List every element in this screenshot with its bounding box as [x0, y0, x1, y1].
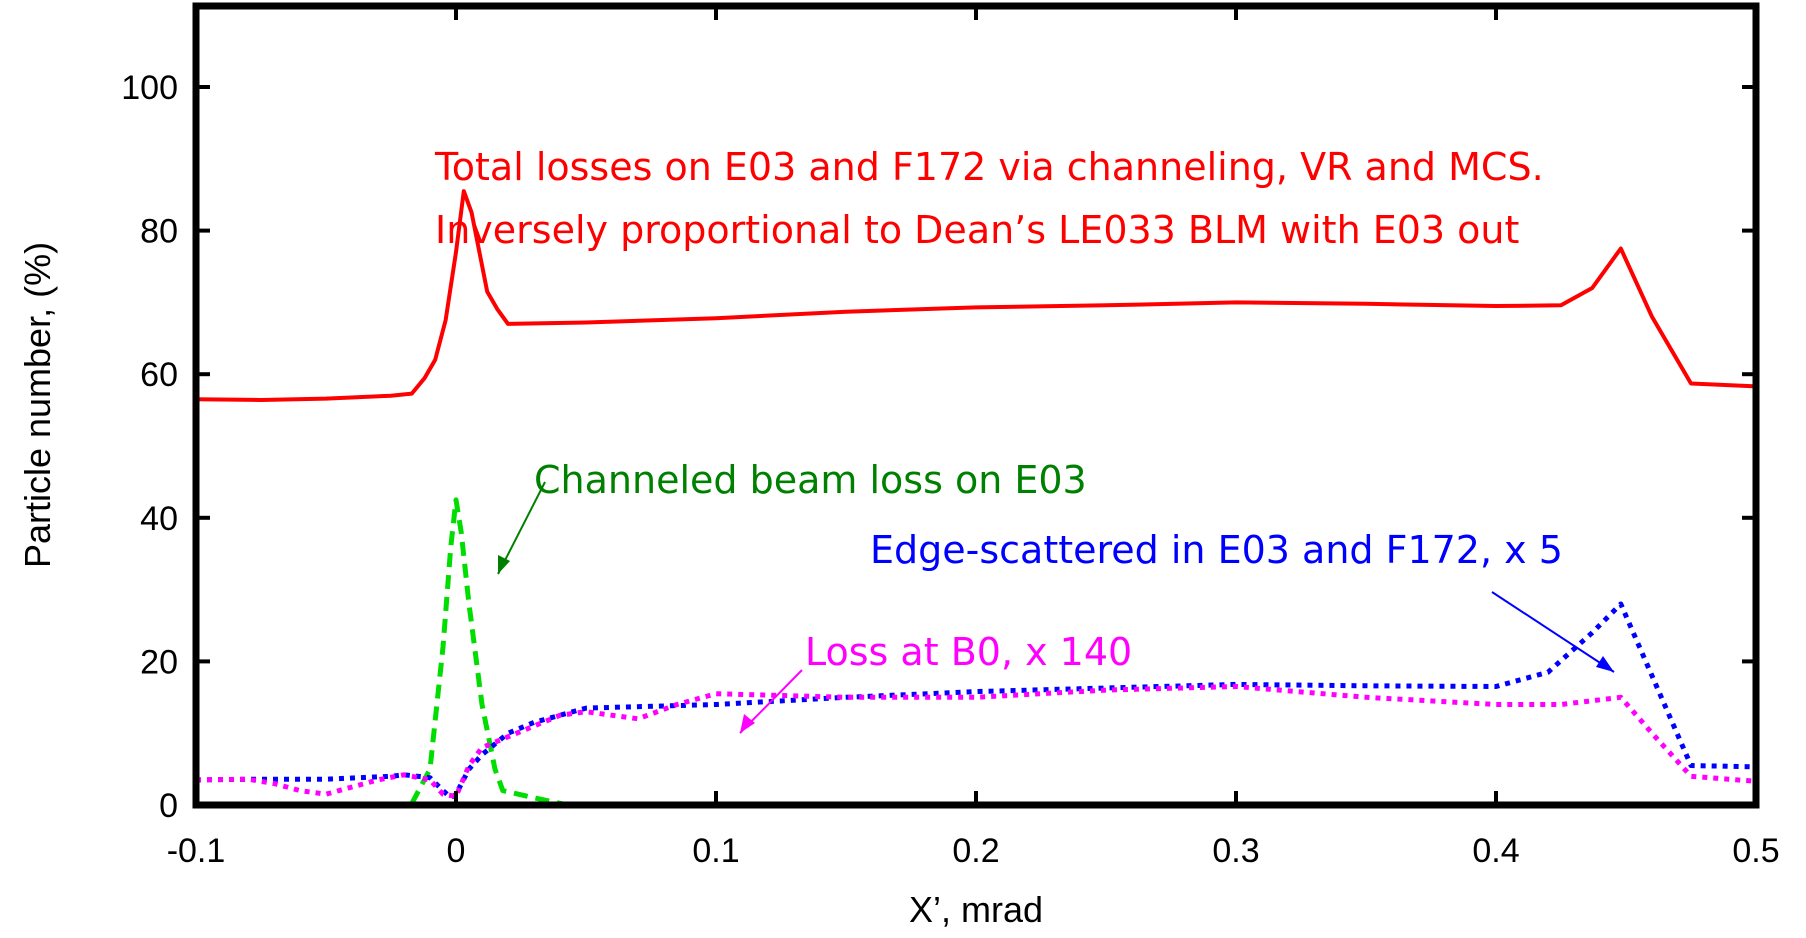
x-tick-label: 0.4: [1472, 832, 1519, 870]
ticks-layer: -0.1 0 0.1 0.2 0.3 0.4 0.5 0 20 40 60 80 100: [121, 6, 1780, 870]
series-layer: [195, 189, 1757, 808]
series-channeled-line: [409, 497, 569, 808]
annotation-edge: Edge-scattered in E03 and F172, x 5: [870, 528, 1563, 572]
x-tick-label: 0: [447, 832, 466, 870]
x-tick-label: -0.1: [167, 832, 226, 870]
y-axis-label: Particle number, (%): [17, 242, 58, 568]
annotation-total-line2: Inversely proportional to Dean’s LE033 B…: [435, 208, 1519, 252]
x-tick-label: 0.1: [692, 832, 739, 870]
plot-frame: [192, 2, 1760, 809]
y-tick-label: 0: [159, 787, 178, 825]
x-axis-label: X’, mrad: [909, 889, 1043, 930]
series-loss_b0-line: [195, 684, 1757, 799]
annotation-loss-b0: Loss at B0, x 140: [805, 630, 1132, 674]
arrow-edge-head: [1596, 656, 1614, 672]
x-tick-label: 0.3: [1212, 832, 1259, 870]
y-tick-label: 20: [140, 643, 178, 681]
annotation-channeled: Channeled beam loss on E03: [534, 458, 1087, 502]
series-total-line: [195, 189, 1757, 402]
arrow-channeled-head: [498, 555, 510, 574]
y-tick-label: 100: [121, 69, 178, 107]
y-tick-label: 80: [140, 213, 178, 251]
series-edge-line: [195, 601, 1757, 801]
arrow-channeled: [497, 481, 546, 575]
x-tick-label: 0.2: [952, 832, 999, 870]
x-tick-label: 0.5: [1732, 832, 1779, 870]
annotation-total-line1: Total losses on E03 and F172 via channel…: [434, 145, 1544, 189]
arrow-loss-b0-head: [740, 714, 755, 733]
y-tick-label: 40: [140, 500, 178, 538]
y-tick-label: 60: [140, 356, 178, 394]
arrow-edge: [1491, 591, 1615, 673]
